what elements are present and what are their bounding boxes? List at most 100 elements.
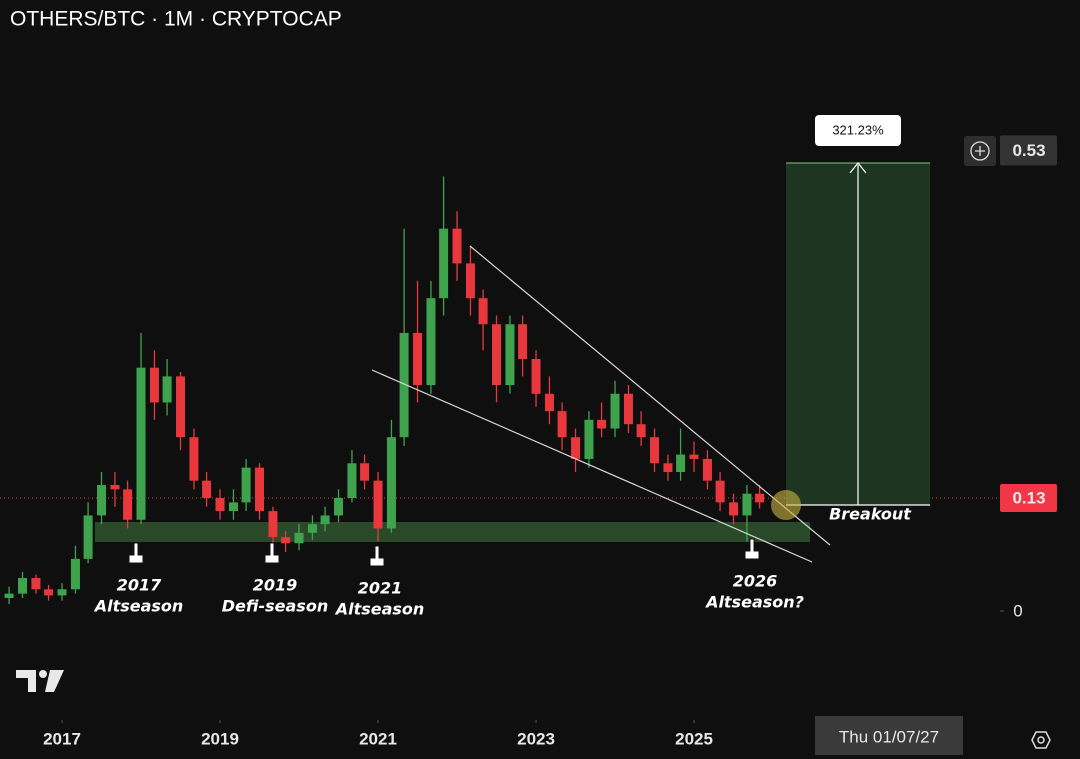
candle-body [149,367,159,403]
candle-body [189,437,199,481]
breakout-highlight [771,490,801,520]
overlays: 321.23% Breakout [371,115,930,563]
y-axis: 0 0.13 0.53 [1000,135,1057,621]
annotation-label: Defi-season [222,597,328,616]
candle-body [663,463,673,472]
candle-body [557,411,567,438]
candle-body [531,359,541,394]
trendline-upper [469,245,831,546]
candle-body [492,324,502,386]
price-badge [1000,135,1057,166]
candle-body [360,463,370,481]
candle-body [97,485,107,516]
price-badge [1000,484,1057,513]
annotation-label: 2021 [358,579,403,598]
y-tick-label: 0.13 [1012,489,1045,508]
candle-body [755,493,765,503]
candle-body [439,228,449,299]
y-tick-label: 0 [1013,602,1022,621]
candle-body [702,458,712,481]
candle-body [176,376,186,438]
x-axis: 2017 2019 2021 2023 2025 [43,720,713,748]
candle-body [650,437,660,464]
candle-body [623,393,633,425]
x-tick-label: 2023 [517,729,555,748]
annotation-label: 2019 [253,576,298,595]
candle-body [505,324,515,386]
candles [4,176,765,605]
annotation-label: Altseason? [704,593,804,612]
chart-title: OTHERS/BTC · 1M · CRYPTOCAP [10,8,342,31]
x-tick-label: 2017 [43,729,81,748]
x-tick-label: 2019 [201,729,239,748]
pointer-icon [744,538,760,560]
candle-body [4,593,14,598]
arrow-head [849,162,867,174]
candle-body [373,480,383,529]
pointer-icon [128,542,144,564]
breakout-label: Breakout [829,505,912,524]
candle-body [281,537,291,544]
candle-body [584,419,594,459]
candle-body [610,393,620,429]
candle-body [347,463,357,499]
candle-body [729,502,739,516]
candle-body [18,577,28,594]
candle-body [413,332,423,386]
candle-body [136,367,146,520]
candle-body [215,498,225,512]
candle-body [478,298,488,325]
crosshair-label: Thu 01/07/27 [839,727,939,746]
candle-body [294,532,304,544]
candle-body [452,228,462,264]
logo-part [45,670,64,692]
candle-body [386,437,396,529]
candle-body [689,454,699,459]
plus-icon [970,141,990,161]
y-tick-label: 0.53 [1012,141,1045,160]
measure-label: 321.23% [832,122,884,137]
logo-part [16,670,36,692]
candle-body [636,424,646,438]
candle-body [31,577,41,590]
candle-body [241,467,251,503]
candle-body [597,419,607,429]
candle-body [742,493,752,516]
measure-box [815,115,901,146]
crosshair-box [815,716,963,755]
candle-body [268,511,278,538]
candle-body [307,524,317,533]
candle-body [57,589,67,596]
plus-icon [975,146,985,156]
pointer-icon [369,545,385,567]
candle-body [544,393,554,412]
candle-body [399,332,409,438]
candle-body [44,589,54,596]
candle-body [334,498,344,516]
candle-body [571,437,581,459]
candle-body [465,263,475,299]
candle-body [202,480,212,499]
trendline-lower [371,369,813,563]
candle-body [162,376,172,403]
annotation-label: Altseason [334,600,425,619]
x-tick-label: 2025 [675,729,713,748]
annotation-label: 2017 [117,576,162,595]
logo-part [39,670,47,678]
candle-body [228,502,238,512]
candle-body [70,558,80,590]
support-zone [95,522,810,542]
candle-body [518,324,528,360]
annotation-label: Altseason [93,597,184,616]
candle-body [83,515,93,559]
annotation-label: 2026 [733,572,778,591]
candle-body [110,485,120,490]
candle-body [426,298,436,386]
x-tick-label: 2021 [359,729,397,748]
candle-body [676,454,686,472]
settings-button[interactable] [1031,731,1051,749]
candle-body [715,480,725,503]
pointer-icon [264,542,280,564]
candle-body [255,467,265,512]
